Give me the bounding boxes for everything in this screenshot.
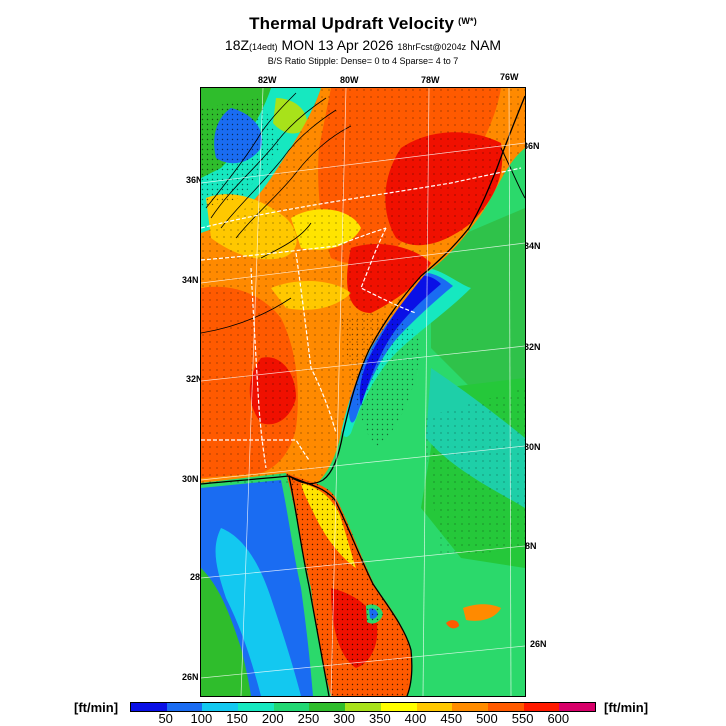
colorbar-segment: [273, 703, 310, 711]
colorbar-segment: [309, 703, 346, 711]
colorbar-segment: [523, 703, 560, 711]
florida-west-coast: [288, 475, 330, 696]
lon-label-82w: 82W: [258, 75, 277, 85]
florida-stipple: [286, 473, 411, 696]
stipple-legend: B/S Ratio Stipple: Dense= 0 to 4 Sparse=…: [267, 56, 459, 66]
thermal-map: [201, 88, 525, 696]
terrain-contours: [201, 92, 352, 334]
colorbar-tick-label: 100: [190, 711, 213, 726]
colorbar-segment: [380, 703, 417, 711]
coastal-stipple: [341, 314, 421, 448]
mountains-lime-patch: [273, 98, 307, 134]
colorbar-tick-label: 50: [158, 711, 173, 726]
lat-label-left-34n: 34N: [182, 275, 199, 285]
outer-banks: [500, 147, 525, 199]
lat-label-left-36n: 36N: [186, 175, 203, 185]
lat-label-right-28n: 28N: [520, 541, 537, 551]
colorbar-tick-label: 250: [297, 711, 320, 726]
lon-label-78w: 78W: [421, 75, 440, 85]
state-boundaries: [201, 167, 522, 469]
land-stipple: [201, 88, 525, 488]
colorbar-tick-label: 200: [261, 711, 284, 726]
coastal-deep-blue: [359, 275, 441, 406]
colorbar: [130, 702, 596, 712]
colorbar-segment: [416, 703, 453, 711]
subtitle: 18Z(14edt) MON 13 Apr 2026 18hrFcst@0204…: [0, 37, 726, 53]
local-time: (14edt): [249, 42, 278, 52]
valid-time: 18Z: [224, 37, 250, 53]
colorbar-segment: [487, 703, 524, 711]
colorbar-segment: [559, 703, 595, 711]
forecast-hour: 18hrFcst@0204z: [397, 42, 467, 52]
colorbar-tick-label: 300: [333, 711, 355, 726]
lon-label-76w: 76W: [500, 72, 519, 82]
east-coastline: [201, 95, 525, 485]
lat-label-right-26n: 26N: [530, 639, 547, 649]
colorbar-segment: [166, 703, 203, 711]
model-name: NAM: [469, 37, 502, 53]
title-text: Thermal Updraft Velocity: [249, 14, 455, 33]
colorbar-tick-label: 500: [476, 711, 498, 726]
colorbar-tick-label: 450: [440, 711, 463, 726]
colorbar-tick-label: 350: [368, 711, 391, 726]
lat-label-left-28n: 28N: [190, 572, 207, 582]
lat-label-right-30n: 30N: [524, 442, 541, 452]
florida-east-coast: [288, 475, 413, 696]
colorbar-tick-label: 600: [547, 711, 570, 726]
valid-date: MON 13 Apr 2026: [281, 37, 394, 53]
lat-label-left-32n: 32N: [186, 374, 203, 384]
lat-label-right-32n: 32N: [524, 342, 541, 352]
colorbar-tick-label: 150: [226, 711, 248, 726]
colorbar-segment: [238, 703, 274, 711]
colorbar-tick-label: 550: [511, 711, 534, 726]
colorbar-tick-label: 400: [404, 711, 427, 726]
colorbar-segment: [202, 703, 239, 711]
coastal-cyan-band: [340, 267, 471, 438]
lon-label-80w: 80W: [340, 75, 359, 85]
bahamas-patch-small: [446, 620, 459, 629]
gulf-cyan: [215, 528, 301, 696]
title-unit: (W*): [458, 16, 477, 26]
colorbar-unit-left: [ft/min]: [74, 700, 119, 715]
lat-label-left-26n: 26N: [182, 672, 199, 682]
lat-label-left-30n: 30N: [182, 474, 199, 484]
graticule: [201, 88, 525, 696]
gulf-green-south: [201, 568, 251, 696]
map-panel: [200, 87, 526, 697]
ocean-dark-green: [431, 208, 525, 418]
chart-title: Thermal Updraft Velocity (W*): [0, 14, 726, 34]
ocean-stipple: [421, 388, 525, 558]
colorbar-unit-right: [ft/min]: [604, 700, 649, 715]
colorbar-segment: [131, 703, 167, 711]
colorbar-segment: [345, 703, 381, 711]
lat-label-right-36n: 36N: [523, 141, 540, 151]
lat-label-right-34n: 34N: [524, 241, 541, 251]
bahamas-patch: [463, 604, 501, 621]
colorbar-segment: [452, 703, 488, 711]
